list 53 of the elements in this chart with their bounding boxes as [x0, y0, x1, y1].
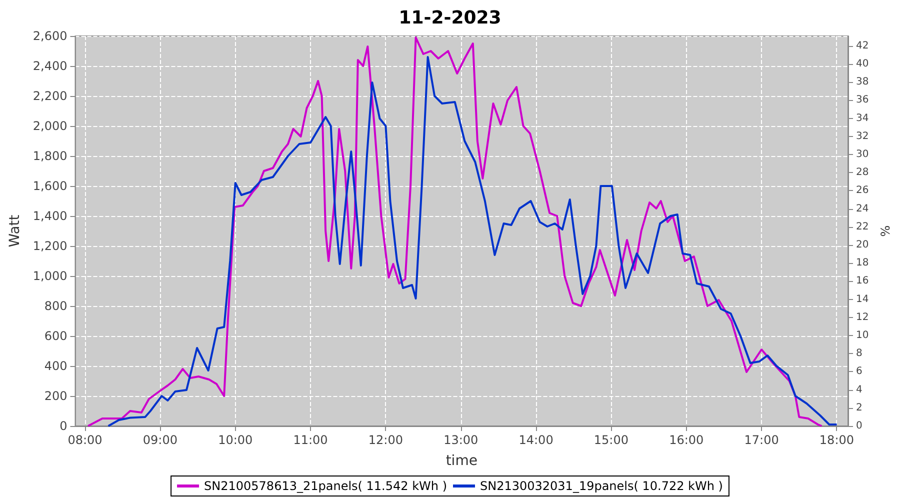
y-tick-label: 0: [60, 419, 68, 433]
x-axis-title: time: [446, 453, 478, 469]
y2-tick-label: 28: [856, 167, 869, 178]
y2-tick-label: 42: [856, 40, 869, 52]
y-tick-label: 600: [44, 329, 68, 343]
y2-tick-label: 38: [856, 76, 869, 88]
y2-tick-label: 34: [856, 112, 869, 124]
x-tick-label: 15:00: [594, 433, 629, 447]
y2-tick-label: 4: [856, 384, 862, 396]
y-tick-label: 1,000: [32, 269, 68, 283]
y-tick-label: 1,200: [32, 239, 68, 253]
y2-tick-label: 2: [856, 402, 862, 414]
y2-tick-label: 22: [856, 221, 869, 232]
y2-tick-label: 6: [856, 366, 862, 378]
x-tick-label: 09:00: [142, 433, 178, 447]
y-tick-label: 2,000: [32, 119, 68, 133]
legend-label: SN2100578613_21panels( 11.542 kWh ): [204, 479, 448, 493]
y-tick-label: 2,200: [32, 89, 68, 103]
y-axis-title: Watt: [7, 214, 23, 248]
y2-tick-label: 30: [856, 149, 869, 160]
y-tick-label: 800: [44, 299, 68, 313]
x-tick-label: 10:00: [218, 433, 253, 447]
y2-tick-label: 18: [856, 258, 869, 269]
y2-tick-label: 40: [856, 58, 869, 70]
y-tick-label: 1,800: [32, 149, 68, 163]
x-tick-label: 14:00: [518, 433, 554, 447]
x-tick-label: 17:00: [744, 433, 779, 447]
y2-axis-title: %: [878, 225, 893, 237]
y-tick-label: 2,600: [32, 29, 68, 43]
x-tick-label: 13:00: [444, 433, 478, 447]
y2-tick-label: 20: [856, 240, 869, 251]
y-tick-label: 1,400: [32, 209, 68, 223]
x-tick-label: 16:00: [669, 433, 704, 447]
y2-tick-label: 26: [856, 185, 869, 196]
x-tick-label: 11:00: [293, 433, 328, 447]
x-tick-label: 18:00: [819, 433, 854, 447]
y2-tick-label: 0: [856, 420, 862, 432]
legend-label: SN2130032031_19panels( 10.722 kWh ): [480, 479, 723, 493]
y-tick-label: 2,400: [32, 59, 68, 73]
x-tick-label: 12:00: [368, 433, 403, 447]
y2-tick-label: 10: [856, 330, 869, 342]
y-tick-label: 400: [44, 359, 68, 373]
x-tick-label: 08:00: [68, 433, 102, 447]
y2-tick-label: 32: [856, 130, 869, 142]
y-tick-label: 1,600: [32, 179, 68, 193]
y2-tick-label: 36: [856, 94, 869, 106]
y2-tick-label: 12: [856, 312, 869, 323]
y2-tick-label: 8: [856, 348, 862, 360]
chart-title: 11-2-2023: [398, 8, 502, 28]
y2-tick-label: 16: [856, 276, 869, 287]
y2-tick-label: 14: [856, 294, 869, 305]
y2-tick-label: 24: [856, 203, 869, 214]
y-tick-label: 200: [44, 389, 68, 403]
